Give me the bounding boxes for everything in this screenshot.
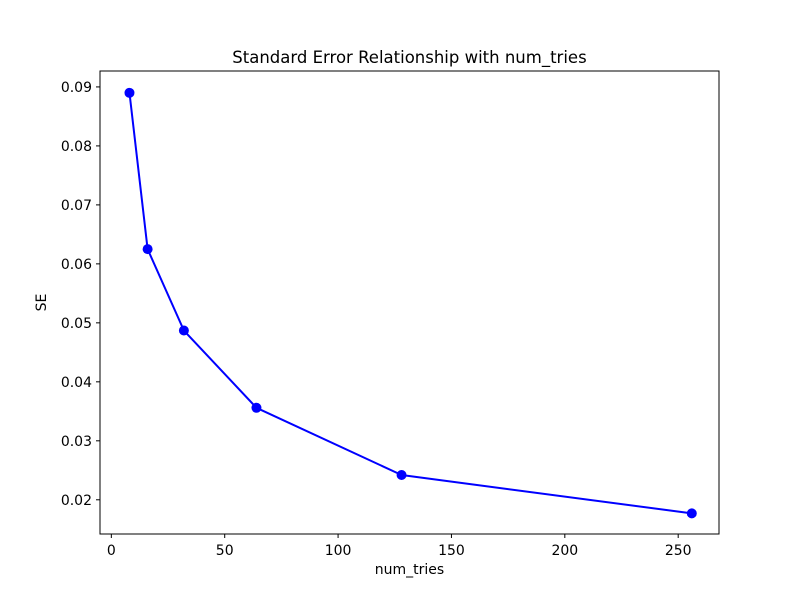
y-tick-label: 0.09 (61, 80, 92, 96)
x-axis-label: num_tries (375, 562, 444, 578)
x-tick-label: 100 (325, 543, 352, 559)
y-tick-label: 0.06 (61, 257, 92, 273)
data-point (251, 402, 262, 413)
data-series (124, 87, 697, 519)
data-point (396, 470, 407, 481)
data-point (124, 87, 135, 98)
x-tick-label: 50 (216, 543, 234, 559)
y-tick-label: 0.08 (61, 139, 92, 155)
y-tick-label: 0.03 (61, 434, 92, 450)
x-tick-label: 200 (551, 543, 578, 559)
y-tick-label: 0.05 (61, 316, 92, 332)
x-tick-label: 150 (438, 543, 465, 559)
data-point (178, 325, 189, 336)
x-axis-ticks: 0 50 100 150 200 250 (107, 534, 692, 559)
y-tick-label: 0.02 (61, 493, 92, 509)
series-line (128, 92, 692, 515)
y-axis-ticks: 0.02 0.03 0.04 0.05 0.06 0.07 0.08 0.09 (61, 80, 100, 509)
y-axis-label: SE (34, 294, 50, 312)
data-point (686, 508, 697, 519)
y-tick-label: 0.04 (61, 375, 92, 391)
y-tick-label: 0.07 (61, 198, 92, 214)
x-tick-label: 0 (107, 543, 116, 559)
data-point (142, 244, 153, 255)
x-tick-label: 250 (665, 543, 692, 559)
plot-area (99, 70, 720, 535)
chart-title: Standard Error Relationship with num_tri… (232, 48, 586, 68)
